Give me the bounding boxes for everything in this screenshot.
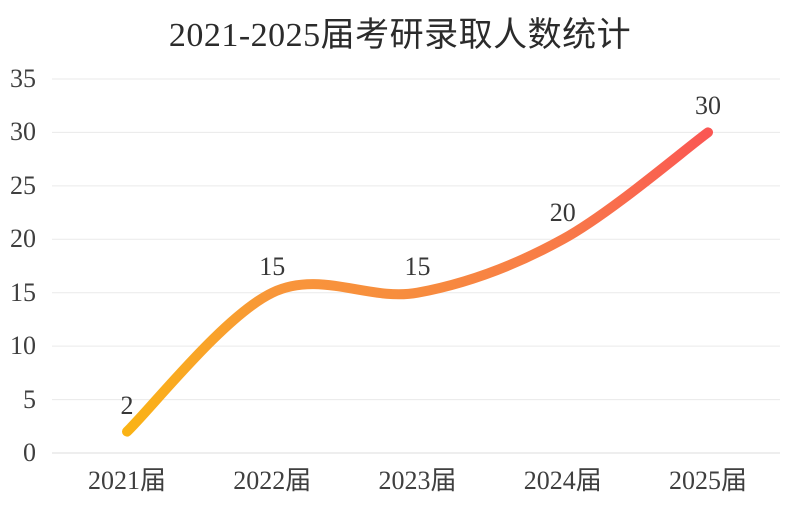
y-axis-tick-label: 20 [10,224,36,254]
data-point-label: 15 [404,251,431,281]
gridlines-group [52,78,780,454]
line-series-path [122,127,713,437]
x-axis-category-label: 2025届 [668,466,747,495]
y-axis-tick-label: 25 [10,170,36,200]
y-axis-tick-label: 5 [23,384,36,414]
data-point-label: 20 [549,198,576,228]
chart-title: 2021-2025届考研录取人数统计 [168,17,632,54]
y-axis-tick-label: 30 [10,117,36,147]
y-axis-tick-label: 35 [10,64,36,93]
x-axis-category-label: 2021届 [87,466,166,495]
x-axis-category-label: 2022届 [233,466,312,495]
data-point-label: 15 [259,251,286,281]
y-axis-tick-label: 0 [23,438,36,467]
x-axis-category-label: 2023届 [378,466,457,495]
y-axis-tick-label: 15 [10,277,36,307]
data-point-label: 30 [695,91,721,121]
y-axis-tick-label: 10 [10,331,36,361]
x-axis-category-label: 2024届 [523,466,602,495]
data-point-label: 2 [120,390,134,420]
